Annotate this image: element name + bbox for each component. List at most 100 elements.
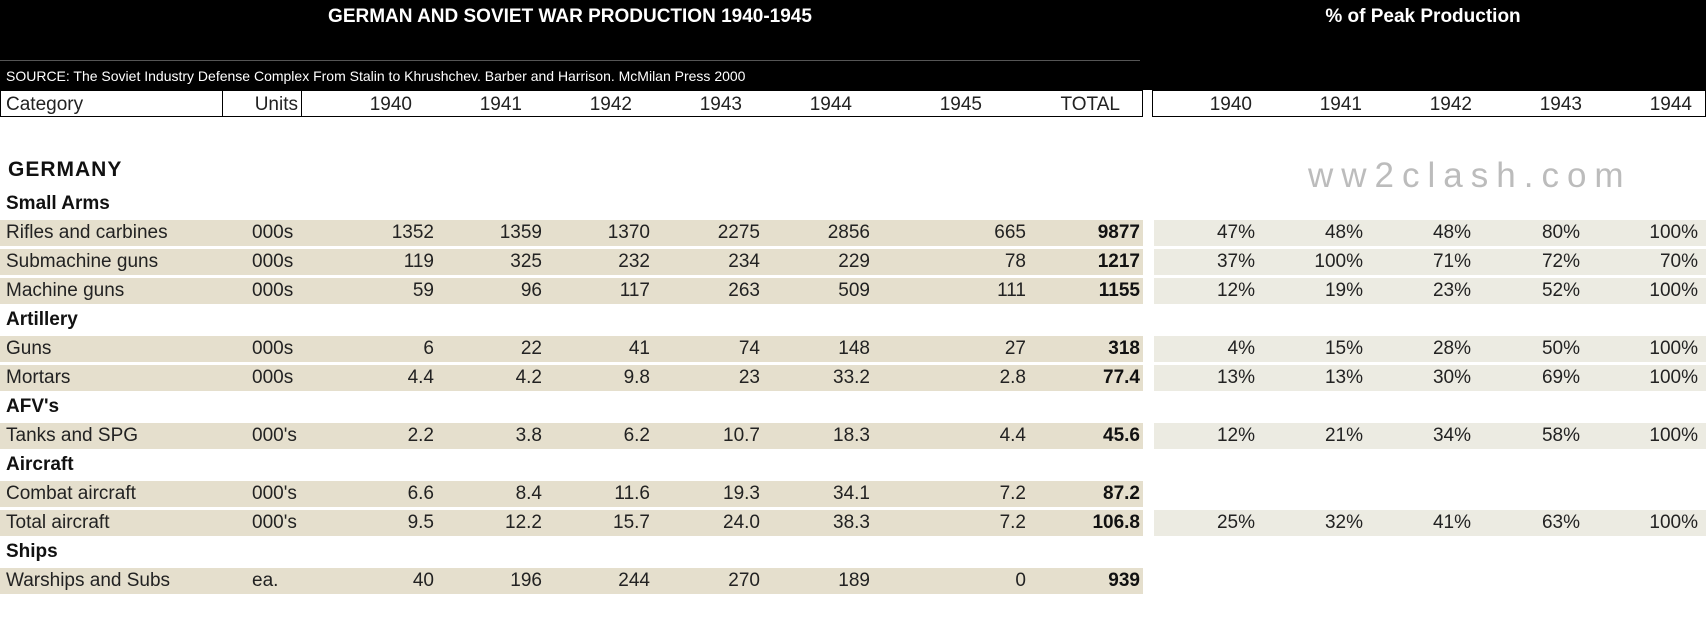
row-units: 000s [252,338,294,359]
value-cell: 2.8 [999,367,1026,388]
row-units: 000's [252,512,297,533]
category-heading: Aircraft [6,454,74,475]
peak-percent-cell: 100% [1314,251,1363,272]
table-row [0,249,1143,275]
total-cell: 77.4 [1103,367,1140,388]
value-cell: 111 [997,280,1026,301]
category-heading: Artillery [6,309,78,330]
column-header: 1945 [939,94,982,115]
peak-percent-cell: 15% [1324,338,1363,359]
value-cell: 11.6 [614,483,650,504]
value-cell: 15.7 [613,512,650,533]
row-label: Total aircraft [6,512,110,533]
source-citation: SOURCE: The Soviet Industry Defense Comp… [6,68,746,84]
table-row [0,568,1143,594]
row-label: Rifles and carbines [6,222,168,243]
value-cell: 2.2 [407,425,434,446]
column-header: 1940 [369,94,412,115]
value-cell: 196 [510,570,542,591]
column-divider [301,90,302,117]
value-cell: 232 [618,251,650,272]
peak-percent-cell: 70% [1659,251,1698,272]
column-header: Units [254,94,298,115]
value-cell: 2275 [717,222,760,243]
peak-percent-cell: 13% [1216,367,1255,388]
peak-row [1154,365,1706,391]
value-cell: 27 [1004,338,1026,359]
peak-percent-cell: 13% [1324,367,1363,388]
value-cell: 19.3 [723,483,760,504]
peak-percent-cell: 48% [1324,222,1363,243]
peak-percent-cell: 48% [1432,222,1471,243]
peak-row [1154,336,1706,362]
total-cell: 318 [1108,338,1140,359]
value-cell: 270 [728,570,760,591]
value-cell: 117 [619,280,650,301]
peak-row [1154,278,1706,304]
value-cell: 4.4 [999,425,1026,446]
row-units: 000s [252,222,294,243]
table-row [0,220,1143,246]
peak-percent-cell: 58% [1541,425,1580,446]
peak-column-header: 1943 [1539,94,1582,115]
row-label: Guns [6,338,52,359]
value-cell: 22 [520,338,542,359]
peak-percent-cell: 32% [1324,512,1363,533]
peak-percent-cell: 100% [1649,367,1698,388]
value-cell: 96 [520,280,542,301]
value-cell: 229 [838,251,870,272]
row-label: Submachine guns [6,251,159,272]
peak-percent-cell: 47% [1216,222,1255,243]
row-units: 000's [252,425,297,446]
value-cell: 74 [738,338,760,359]
category-heading: AFV's [6,396,60,417]
value-cell: 38.3 [833,512,870,533]
peak-percent-cell: 100% [1649,280,1698,301]
peak-column-header: 1940 [1209,94,1252,115]
value-cell: 33.2 [833,367,870,388]
value-cell: 665 [994,222,1026,243]
row-label: Mortars [6,367,71,388]
value-cell: 6.2 [623,425,650,446]
peak-percent-cell: 19% [1324,280,1363,301]
row-units: 000s [252,280,294,301]
peak-production-title: % of Peak Production [1325,6,1521,27]
peak-percent-cell: 28% [1432,338,1471,359]
peak-percent-cell: 100% [1649,512,1698,533]
value-cell: 7.2 [999,483,1026,504]
table-row [0,510,1143,536]
value-cell: 4.2 [515,367,542,388]
peak-percent-cell: 52% [1541,280,1580,301]
section-title: GERMANY [8,158,123,181]
value-cell: 23 [738,367,760,388]
peak-row [1154,249,1706,275]
category-heading: Ships [6,541,58,562]
value-cell: 12.2 [505,512,542,533]
peak-percent-cell: 50% [1541,338,1580,359]
peak-percent-cell: 4% [1227,338,1255,359]
column-header: Category [6,94,84,115]
row-label: Tanks and SPG [6,425,139,446]
table-row [0,336,1143,362]
row-label: Combat aircraft [6,483,136,504]
peak-column-header: 1941 [1319,94,1362,115]
peak-percent-cell: 100% [1649,425,1698,446]
value-cell: 1359 [499,222,542,243]
value-cell: 1370 [607,222,650,243]
column-header: 1943 [699,94,742,115]
peak-percent-cell: 23% [1432,280,1471,301]
value-cell: 325 [510,251,542,272]
column-header: TOTAL [1060,94,1120,115]
peak-percent-cell: 72% [1541,251,1580,272]
row-units: ea. [252,570,279,591]
value-cell: 9.5 [407,512,434,533]
row-units: 000s [252,251,294,272]
row-units: 000's [252,483,297,504]
row-label: Machine guns [6,280,125,301]
total-cell: 106.8 [1092,512,1140,533]
column-header-row [0,90,1143,117]
peak-percent-cell: 34% [1432,425,1471,446]
value-cell: 244 [618,570,650,591]
row-label: Warships and Subs [6,570,171,591]
column-header: 1944 [809,94,852,115]
